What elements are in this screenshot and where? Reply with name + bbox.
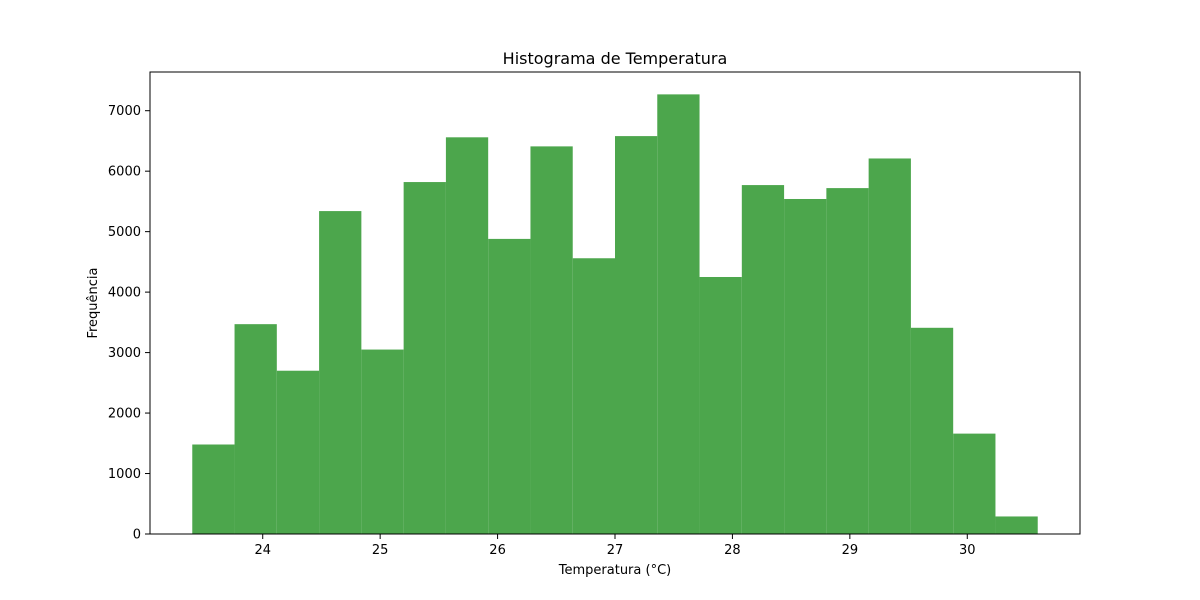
x-tick-label: 27	[607, 543, 624, 558]
y-tick-label: 6000	[108, 165, 141, 180]
y-tick-label: 0	[133, 528, 141, 543]
histogram-bar	[953, 433, 996, 534]
y-axis-label: Frequência	[86, 267, 101, 338]
histogram-bar	[530, 146, 573, 534]
histogram-bar	[657, 94, 700, 535]
histogram-bar	[192, 444, 235, 534]
histogram-bar	[615, 136, 658, 534]
x-tick-label: 25	[372, 543, 389, 558]
histogram-bar	[826, 188, 869, 534]
bars-group	[192, 94, 1038, 535]
histogram-bar	[995, 516, 1038, 534]
x-axis: 24 25 26 27 28 29 30	[254, 534, 976, 558]
histogram-bar	[784, 198, 827, 534]
histogram-bar	[234, 324, 277, 534]
histogram-bar	[910, 327, 954, 534]
histogram-bar	[445, 137, 489, 534]
x-tick-label: 30	[959, 543, 976, 558]
histogram-bar	[403, 182, 446, 534]
histogram-bar	[699, 276, 742, 534]
x-tick-label: 24	[254, 543, 271, 558]
x-axis-label: Temperatura (°C)	[558, 563, 671, 578]
x-tick-label: 28	[724, 543, 741, 558]
histogram-bar	[488, 238, 531, 535]
chart-title: Histograma de Temperatura	[503, 49, 728, 68]
histogram-bar	[276, 370, 320, 534]
y-tick-label: 5000	[108, 225, 141, 240]
x-tick-label: 26	[489, 543, 506, 558]
histogram-bar	[319, 211, 362, 534]
histogram-bar	[868, 158, 911, 534]
histogram-bar	[741, 185, 785, 534]
histogram-bar	[361, 349, 404, 534]
y-tick-label: 7000	[108, 104, 141, 119]
y-tick-label: 3000	[108, 346, 141, 361]
x-tick-label: 29	[842, 543, 859, 558]
y-tick-label: 1000	[108, 467, 141, 482]
y-axis: 0 1000 2000 3000 4000 5000 6000 7000	[108, 104, 150, 543]
y-tick-label: 2000	[108, 407, 141, 422]
y-tick-label: 4000	[108, 286, 141, 301]
histogram-bar	[572, 258, 615, 534]
